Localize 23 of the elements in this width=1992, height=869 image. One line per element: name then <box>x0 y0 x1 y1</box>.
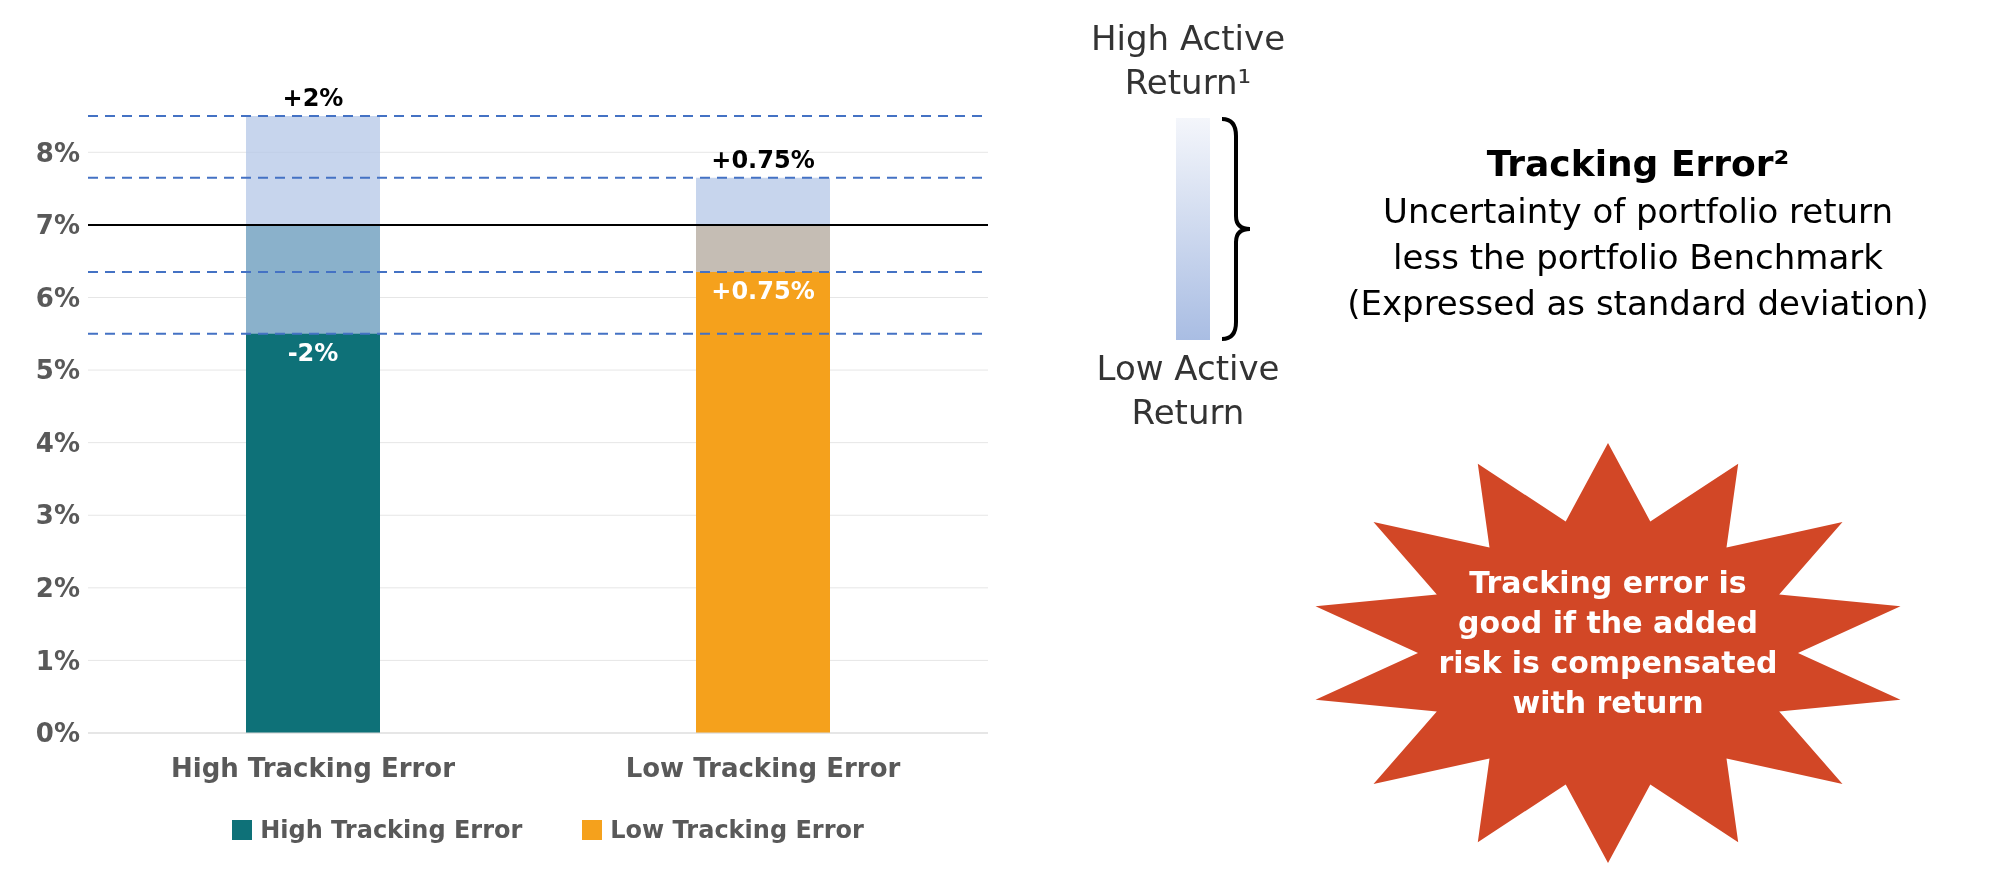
legend-label: High Tracking Error <box>260 816 523 844</box>
text: Tracking error is good if the added risk is compensated with return <box>1437 564 1779 722</box>
annotation: +0.75% <box>711 145 815 174</box>
text: Low Active Return <box>1095 347 1281 434</box>
text: Tracking Error² <box>1485 142 1791 186</box>
y-tick-label: 1% <box>35 645 80 676</box>
y-tick-label: 5% <box>35 355 80 386</box>
y-tick-label: 8% <box>35 137 80 168</box>
annotation: +0.75% <box>711 277 815 306</box>
y-tick-label: 3% <box>35 500 80 531</box>
annotation: +2% <box>282 84 344 112</box>
annotation: -2% <box>287 338 339 367</box>
y-tick-label: 4% <box>35 427 80 458</box>
text: (Expressed as standard deviation) <box>1346 282 1930 325</box>
text: High Active Return¹ <box>1089 17 1287 104</box>
y-tick-label: 7% <box>35 210 80 241</box>
text: Uncertainty of portfolio return less the portfolio Benchmark <box>1382 190 1894 279</box>
legend-label: Low Tracking Error <box>610 816 864 844</box>
y-tick-label: 2% <box>35 573 80 604</box>
y-tick-label: 6% <box>35 282 80 313</box>
y-tick-label: 0% <box>35 718 80 749</box>
bar <box>696 177 830 273</box>
bar <box>246 116 380 334</box>
